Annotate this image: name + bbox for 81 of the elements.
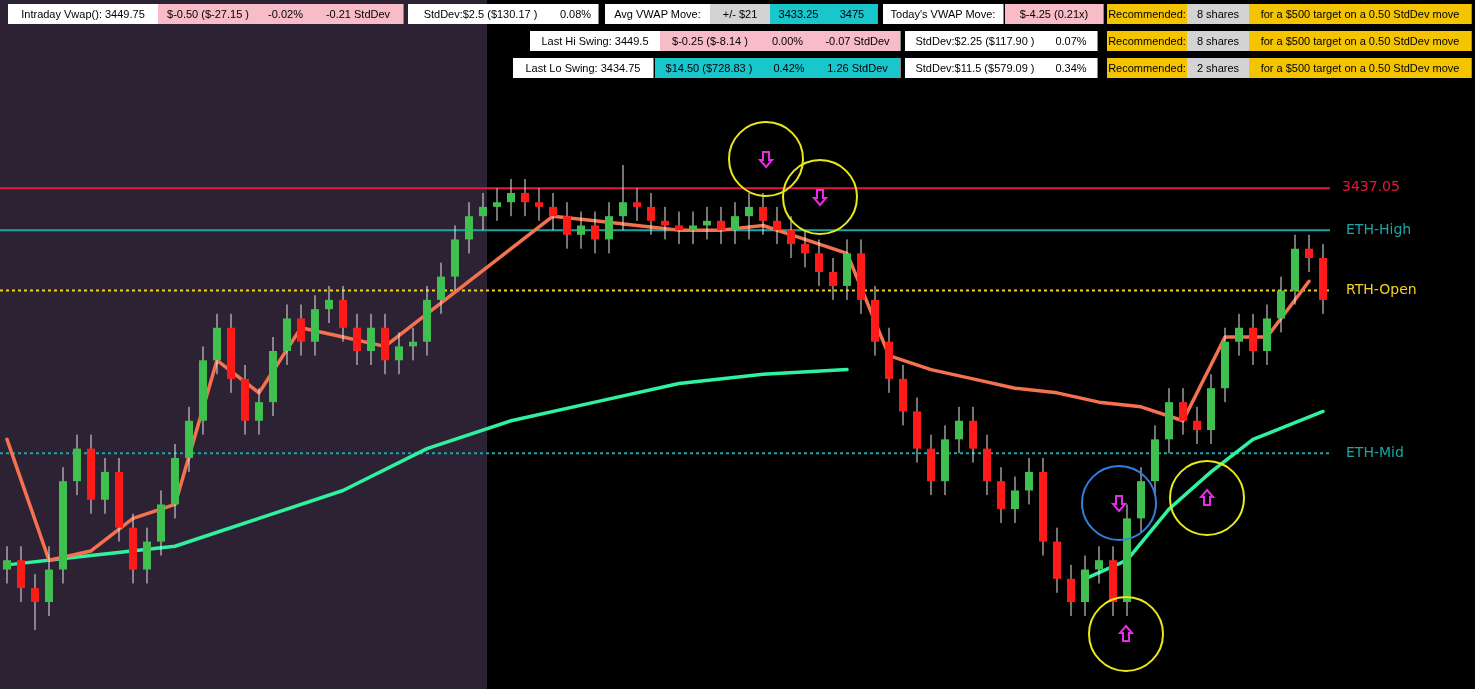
text: StdDev:$2.25 ($117.90 ): [905, 31, 1046, 51]
text: 0.08%: [553, 4, 599, 24]
candlestick: [633, 187, 641, 222]
candlestick: [787, 215, 795, 259]
text: Recommended:: [1107, 31, 1188, 51]
text: 0.07%: [1045, 31, 1098, 51]
candlestick: [31, 573, 39, 631]
candlestick: [1011, 476, 1019, 524]
text: $14.50 ($728.83 ): [655, 58, 764, 78]
candlestick: [521, 178, 529, 217]
text: $-0.25 ($-8.14 ): [660, 31, 761, 51]
candlestick: [479, 192, 487, 231]
candlestick: [1095, 545, 1103, 584]
candlestick: [1025, 457, 1033, 505]
candlestick: [297, 304, 305, 357]
text: for a $500 target on a 0.50 StdDev move: [1249, 58, 1472, 78]
text: 3433.25: [770, 4, 828, 24]
candlestick: [3, 545, 11, 584]
candlestick: [591, 211, 599, 254]
candlestick: [731, 201, 739, 245]
text: StdDev:$2.5 ($130.17 ): [408, 4, 554, 24]
candlestick: [675, 211, 683, 245]
text: -0.02%: [258, 4, 314, 24]
text: -0.21 StdDev: [313, 4, 404, 24]
candlestick: [493, 187, 501, 222]
text: Last Hi Swing: 3449.5: [530, 31, 661, 51]
candlestick: [353, 313, 361, 366]
text: 0.42%: [763, 58, 816, 78]
text: for a $500 target on a 0.50 StdDev move: [1249, 4, 1472, 24]
candlestick: [955, 406, 963, 454]
candlestick: [1179, 387, 1187, 436]
candlestick: [507, 178, 515, 217]
text: Recommended:: [1107, 4, 1188, 24]
text: 2 shares: [1187, 58, 1250, 78]
text: Today's VWAP Move:: [883, 4, 1004, 24]
text: Intraday Vwap(): 3449.75: [8, 4, 159, 24]
text: StdDev:$11.5 ($579.09 ): [905, 58, 1046, 78]
text: 0.34%: [1045, 58, 1098, 78]
candlestick: [1305, 234, 1313, 273]
candlestick: [255, 387, 263, 436]
candlestick: [437, 262, 445, 315]
candlestick: [1249, 313, 1257, 366]
text: 3475: [827, 4, 878, 24]
text: 3437.05: [1342, 178, 1400, 194]
text: 1.26 StdDev: [815, 58, 901, 78]
text: 8 shares: [1187, 4, 1250, 24]
candlestick: [801, 229, 809, 268]
text: $-4.25 (0.21x): [1005, 4, 1104, 24]
text: $-0.50 ($-27.15 ): [158, 4, 259, 24]
candlestick: [773, 206, 781, 245]
candlestick: [829, 257, 837, 301]
text: 0.00%: [760, 31, 816, 51]
candlestick: [325, 285, 333, 324]
ref-line-label: ETH-Mid: [1346, 443, 1404, 460]
text: for a $500 target on a 0.50 StdDev move: [1249, 31, 1472, 51]
candlestick: [759, 192, 767, 236]
candlestick: [689, 211, 697, 245]
candlestick: [815, 238, 823, 287]
ref-line-label: ETH-High: [1346, 220, 1412, 237]
candlestick: [395, 331, 403, 375]
text: +/- $21: [710, 4, 771, 24]
candlestick: [535, 187, 543, 222]
candlestick: [549, 192, 557, 231]
candlestick: [619, 164, 627, 231]
text: 8 shares: [1187, 31, 1250, 51]
candlestick: [647, 192, 655, 236]
candlestick: [465, 201, 473, 254]
text: Recommended:: [1107, 58, 1188, 78]
candlestick: [367, 313, 375, 366]
candlestick: [563, 201, 571, 250]
candlestick: [745, 192, 753, 240]
ref-line-label: RTH-Open: [1346, 281, 1417, 298]
candlestick: [605, 201, 613, 254]
candlestick: [717, 206, 725, 245]
text: Last Lo Swing: 3434.75: [513, 58, 654, 78]
candlestick: [577, 211, 585, 250]
candlestick: [1067, 564, 1075, 617]
text: -0.07 StdDev: [815, 31, 901, 51]
text: Avg VWAP Move:: [605, 4, 711, 24]
candlestick: [1193, 406, 1201, 445]
candlestick: [1235, 313, 1243, 357]
